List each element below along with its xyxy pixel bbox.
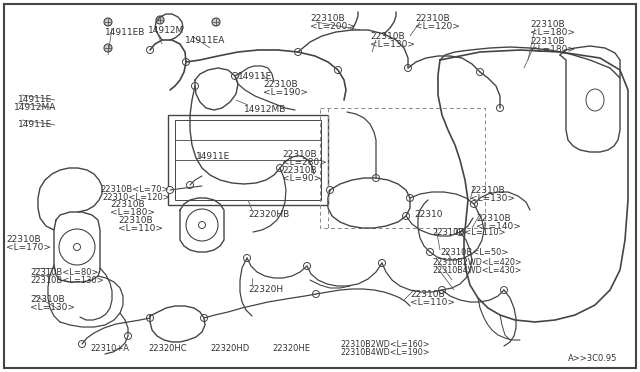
Text: 22310B: 22310B [415,14,450,23]
Text: <L=170>: <L=170> [6,243,51,252]
Circle shape [406,195,413,202]
Circle shape [212,18,220,26]
Text: 22310B: 22310B [530,37,564,46]
Circle shape [198,221,205,228]
Text: 14911E: 14911E [18,95,52,104]
Circle shape [500,286,508,294]
Circle shape [125,333,131,340]
Text: 22320HB: 22320HB [248,210,289,219]
Text: <L=200>: <L=200> [310,22,355,31]
Text: 22310B: 22310B [263,80,298,89]
Circle shape [438,286,445,294]
Bar [175,120,321,200]
Circle shape [404,64,412,71]
Text: 22320H: 22320H [248,285,283,294]
Text: 22310B: 22310B [282,150,317,159]
Circle shape [477,68,483,76]
Circle shape [497,105,504,112]
Text: <L=280>: <L=280> [282,158,327,167]
Text: 22310B: 22310B [30,295,65,304]
Circle shape [186,182,193,189]
Circle shape [104,18,112,26]
Text: 14911EB: 14911EB [105,28,145,37]
Circle shape [182,58,189,65]
Text: <L=130>: <L=130> [30,303,75,312]
Text: <L=180>: <L=180> [110,208,155,217]
Circle shape [372,174,380,182]
Text: 22310B2WD<L=420>: 22310B2WD<L=420> [432,258,522,267]
Text: 22310B: 22310B [370,32,404,41]
Circle shape [104,44,112,52]
Text: 22310B4WD<L=190>: 22310B4WD<L=190> [340,348,429,357]
Bar [320,108,485,228]
Text: 22310B<L=130>: 22310B<L=130> [30,276,104,285]
Text: 22310<L=120>: 22310<L=120> [102,193,170,202]
Text: <L=130>: <L=130> [470,194,515,203]
Circle shape [166,186,173,193]
Circle shape [303,263,310,269]
Text: 14911E: 14911E [196,152,230,161]
Circle shape [276,164,284,171]
Circle shape [156,16,164,24]
Circle shape [326,186,333,193]
Text: 22310B: 22310B [410,290,445,299]
Text: 22310B<L=50>: 22310B<L=50> [440,248,508,257]
Circle shape [232,73,239,80]
Circle shape [378,260,385,266]
Text: 22310B<L=110>: 22310B<L=110> [432,228,506,237]
Text: 14911E: 14911E [238,72,272,81]
Text: 22310B: 22310B [530,20,564,29]
Text: 22310B<L=70>: 22310B<L=70> [100,185,168,194]
Text: <L=120>: <L=120> [415,22,460,31]
Text: 22310B: 22310B [118,216,152,225]
Circle shape [200,314,207,321]
Text: 22320HC: 22320HC [148,344,187,353]
Circle shape [79,340,86,347]
Text: <L=90>: <L=90> [282,174,321,183]
Text: 14911EA: 14911EA [185,36,225,45]
Text: 14912M: 14912M [148,26,184,35]
Circle shape [147,314,154,321]
Text: 22320HD: 22320HD [210,344,249,353]
Text: 22310B: 22310B [470,186,504,195]
Circle shape [294,48,301,55]
Text: 14911E: 14911E [18,120,52,129]
Circle shape [335,67,342,74]
Circle shape [147,46,154,54]
Text: <L=140>: <L=140> [476,222,521,231]
Text: <L=110>: <L=110> [410,298,455,307]
Text: 22310B<L=80>: 22310B<L=80> [30,268,99,277]
Circle shape [426,248,433,256]
Text: 14912MA: 14912MA [14,103,56,112]
Circle shape [312,291,319,298]
Text: 22310B: 22310B [476,214,511,223]
Text: 22310B4WD<L=430>: 22310B4WD<L=430> [432,266,522,275]
Bar [168,115,328,205]
Text: 22310B: 22310B [6,235,40,244]
Text: <L=180>: <L=180> [530,28,575,37]
Text: 14912MB: 14912MB [244,105,286,114]
Text: <L=180>: <L=180> [530,45,575,54]
Text: <L=130>: <L=130> [370,40,415,49]
Text: 22310+A: 22310+A [90,344,129,353]
Circle shape [243,254,250,262]
Circle shape [470,201,477,208]
Text: 22310B2WD<L=160>: 22310B2WD<L=160> [340,340,429,349]
Text: 22320HE: 22320HE [272,344,310,353]
Circle shape [191,83,198,90]
Text: 22310B: 22310B [310,14,344,23]
Circle shape [456,228,463,235]
Text: 22310: 22310 [414,210,442,219]
Text: 22310B: 22310B [110,200,145,209]
Text: <L=190>: <L=190> [263,88,308,97]
Text: <L=110>: <L=110> [118,224,163,233]
Circle shape [74,244,81,250]
Text: 22310B: 22310B [282,166,317,175]
Circle shape [403,212,410,219]
Text: A>>3C0.95: A>>3C0.95 [568,354,618,363]
